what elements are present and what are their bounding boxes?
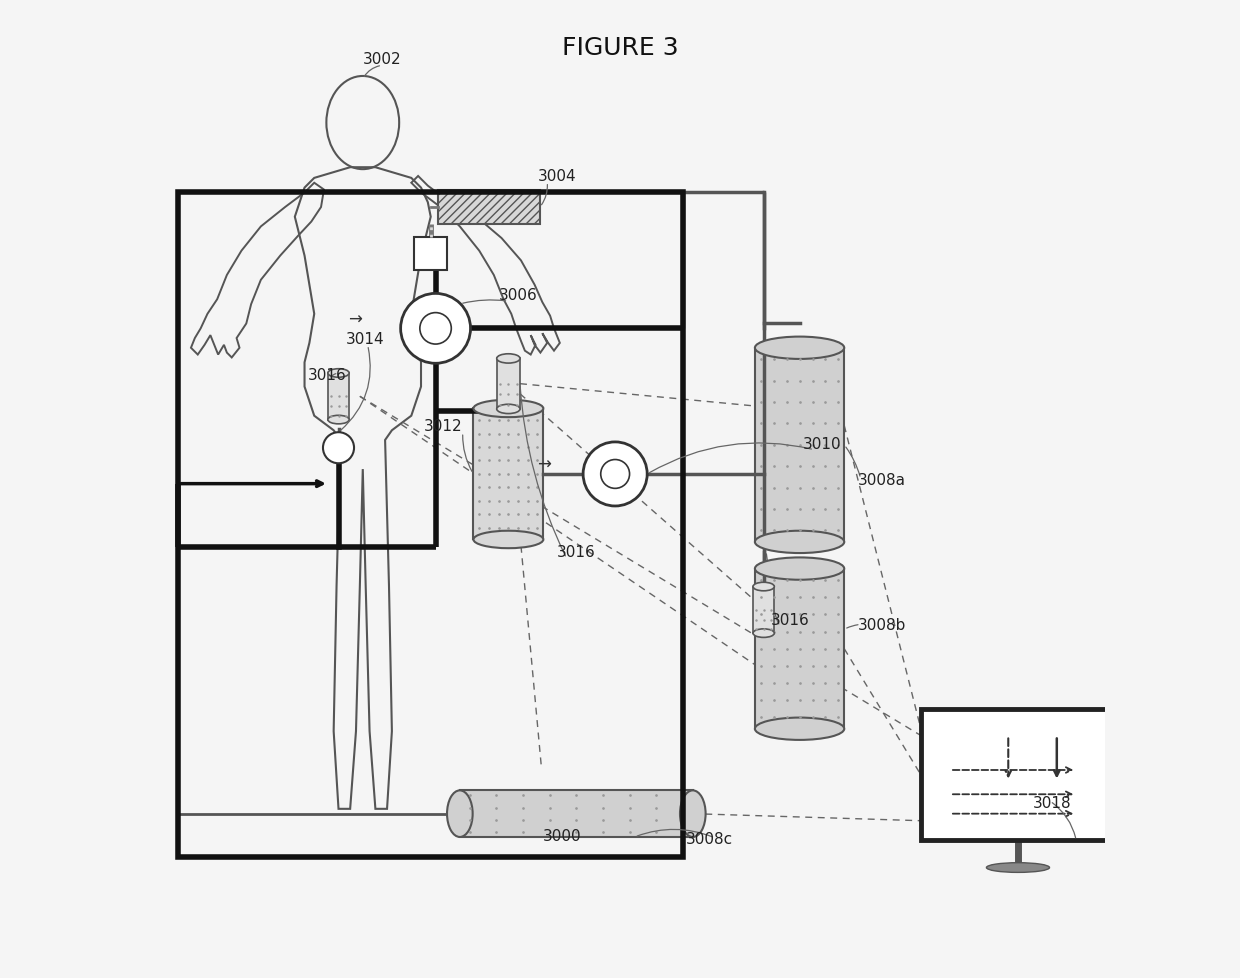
Bar bbox=[460, 790, 693, 837]
Text: 3012: 3012 bbox=[424, 419, 463, 434]
Ellipse shape bbox=[755, 531, 844, 554]
Text: 3006: 3006 bbox=[498, 288, 537, 303]
Text: →: → bbox=[537, 456, 552, 473]
Text: 3004: 3004 bbox=[537, 168, 577, 184]
Ellipse shape bbox=[755, 557, 844, 580]
Ellipse shape bbox=[755, 337, 844, 360]
Ellipse shape bbox=[327, 416, 350, 424]
Ellipse shape bbox=[474, 400, 543, 418]
Ellipse shape bbox=[987, 863, 1049, 872]
Ellipse shape bbox=[474, 531, 543, 549]
Text: 3000: 3000 bbox=[542, 828, 582, 843]
Bar bbox=[327, 374, 350, 421]
Text: 3014: 3014 bbox=[346, 332, 384, 346]
Text: 3008a: 3008a bbox=[858, 472, 905, 487]
Circle shape bbox=[600, 460, 630, 489]
Text: 3018: 3018 bbox=[1033, 795, 1071, 810]
Circle shape bbox=[420, 313, 451, 344]
Ellipse shape bbox=[327, 370, 350, 378]
Ellipse shape bbox=[497, 405, 520, 414]
Text: 3002: 3002 bbox=[363, 52, 402, 67]
Bar bbox=[753, 587, 774, 634]
Ellipse shape bbox=[753, 629, 774, 638]
Circle shape bbox=[401, 294, 470, 364]
Text: 3010: 3010 bbox=[802, 436, 841, 451]
Bar bbox=[921, 710, 1115, 840]
Ellipse shape bbox=[448, 790, 472, 837]
Bar bbox=[438, 191, 539, 225]
Text: 3016: 3016 bbox=[557, 545, 595, 559]
Circle shape bbox=[583, 442, 647, 507]
Text: FIGURE 3: FIGURE 3 bbox=[562, 36, 678, 60]
Ellipse shape bbox=[755, 718, 844, 740]
Bar bbox=[414, 238, 448, 271]
Bar bbox=[755, 569, 844, 729]
Ellipse shape bbox=[680, 790, 706, 837]
Circle shape bbox=[322, 432, 355, 464]
Bar bbox=[179, 194, 683, 858]
Ellipse shape bbox=[497, 354, 520, 364]
Text: 3008c: 3008c bbox=[686, 831, 733, 846]
Text: 3008b: 3008b bbox=[858, 618, 906, 633]
Ellipse shape bbox=[753, 583, 774, 592]
Bar bbox=[497, 359, 520, 410]
Bar bbox=[474, 409, 543, 540]
Text: →: → bbox=[348, 310, 362, 329]
Bar bbox=[755, 348, 844, 543]
Text: 3016: 3016 bbox=[308, 368, 346, 382]
Text: 3016: 3016 bbox=[770, 613, 810, 628]
